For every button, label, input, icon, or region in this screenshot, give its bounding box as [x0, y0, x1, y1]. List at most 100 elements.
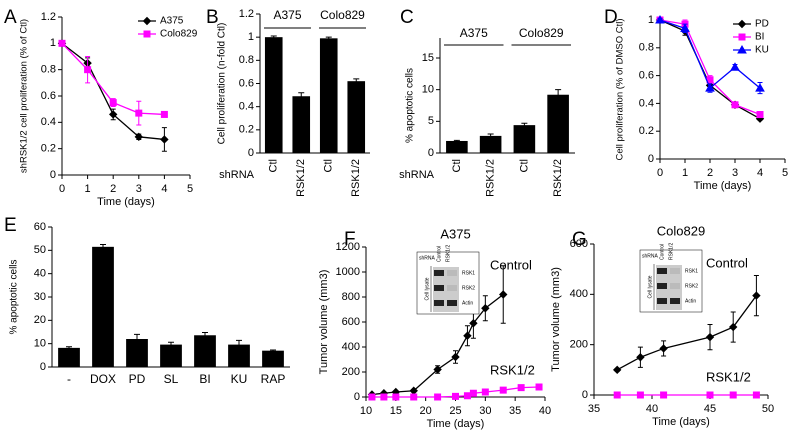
bar — [446, 140, 468, 153]
panel-letter: B — [206, 7, 219, 28]
x-tick-label: 3 — [136, 183, 142, 195]
y-tick-label: 1000 — [336, 266, 360, 278]
inset-row: Actin — [462, 300, 473, 306]
error-bar — [236, 339, 242, 349]
y-axis-label: shRSK1/2 cell proliferation (% of Ctl) — [19, 19, 30, 173]
y-tick-label: 0.2 — [639, 125, 654, 137]
y-tick-label: 600 — [570, 238, 588, 250]
marker — [368, 393, 376, 401]
inset-header: shRNA — [642, 253, 659, 259]
marker — [380, 393, 388, 401]
bar — [92, 246, 114, 367]
x-tick-label: Ctl — [268, 159, 280, 172]
marker — [469, 319, 478, 328]
inset-row: Actin — [685, 298, 696, 304]
y-tick-label: 1.2 — [41, 11, 56, 23]
series-label: RSK1/2 — [490, 362, 535, 377]
inset-lane: RSK1/2 — [668, 243, 674, 260]
x-tick-label: RSK1/2 — [485, 159, 497, 197]
x-tick-label: 25 — [449, 405, 461, 417]
y-tick-label: 0.8 — [41, 64, 56, 76]
y-tick-label: 600 — [342, 316, 360, 328]
marker — [659, 344, 668, 353]
x-tick-label: SL — [164, 372, 179, 386]
y-tick-label: 0 — [50, 169, 56, 181]
panel: E % apoptotic cells 0 10 20 30 40 50 60 - DOX PD SL B… — [4, 215, 290, 386]
marker — [481, 304, 490, 313]
marker — [680, 23, 690, 32]
x-tick-label: - — [67, 372, 71, 386]
bar — [292, 96, 311, 153]
bar — [547, 94, 569, 153]
chart-title: Colo829 — [657, 223, 705, 238]
error-bar — [66, 346, 72, 350]
marker — [433, 365, 442, 374]
bar — [160, 344, 182, 367]
bar — [126, 339, 148, 367]
inset-side: Cell lysate — [424, 277, 430, 300]
x-tick-label: RSK1/2 — [295, 159, 307, 197]
y-tick-label: 0 — [582, 389, 588, 401]
x-axis-label: Time (days) — [97, 196, 155, 208]
blot-band — [657, 268, 667, 274]
y-tick-label: 10 — [34, 338, 46, 350]
x-tick-label: 4 — [161, 183, 167, 195]
legend-label: KU — [755, 45, 769, 56]
y-tick-label: 0.2 — [239, 124, 254, 136]
y-tick-label: 0.6 — [41, 90, 56, 102]
group-label: A375 — [460, 26, 488, 40]
error-bar — [100, 244, 106, 250]
marker — [499, 290, 508, 299]
panel: C % apoptotic cells 0 5 10 15 Ctl RSK1/2 Ctl RSK1… — [399, 7, 575, 197]
x-tick-label: 3 — [732, 167, 738, 179]
inset-row: RSK2 — [462, 285, 475, 291]
y-tick-label: 0 — [354, 391, 360, 403]
panel: F Tumor volume (mm3) 0 200 400 600 800 1000 1200… — [318, 226, 551, 429]
x-tick-label: 35 — [588, 403, 600, 415]
error-bar — [270, 35, 277, 39]
blot-band — [434, 285, 444, 291]
y-tick-label: 200 — [342, 366, 360, 378]
x-axis-label: Time (days) — [652, 416, 710, 428]
x-tick-label: 1 — [682, 167, 688, 179]
marker — [499, 386, 507, 394]
marker — [135, 109, 143, 117]
error-bar — [168, 341, 174, 347]
marker — [160, 135, 169, 144]
blot-band — [447, 285, 457, 291]
marker — [463, 392, 471, 400]
marker — [636, 391, 644, 399]
x-tick-label: 15 — [390, 405, 402, 417]
marker — [655, 14, 665, 24]
y-tick-label: 0.8 — [639, 42, 654, 54]
panel-letter: F — [344, 229, 356, 250]
legend-label: A375 — [160, 16, 184, 27]
y-tick-label: 5 — [428, 115, 434, 127]
x-tick-label: BI — [199, 372, 210, 386]
y-tick-label: 0 — [248, 147, 254, 159]
blot-band — [657, 298, 667, 304]
inset-lane: Control — [659, 244, 665, 260]
blot-band — [447, 300, 457, 306]
series-line — [61, 42, 165, 141]
marker — [410, 393, 418, 401]
bar — [194, 335, 216, 367]
panel-letter: E — [4, 215, 17, 236]
series-label: RSK1/2 — [706, 369, 751, 384]
x-tick-label: 1 — [85, 183, 91, 195]
y-tick-label: 400 — [570, 288, 588, 300]
error-bar — [134, 333, 140, 344]
marker — [84, 66, 92, 74]
marker — [535, 383, 543, 391]
y-tick-label: 15 — [422, 52, 434, 64]
series-line — [371, 293, 504, 396]
marker — [660, 391, 668, 399]
y-tick-label: 60 — [34, 221, 46, 233]
series-label: Control — [706, 255, 748, 270]
y-tick-label: 0.2 — [41, 143, 56, 155]
x-tick-label: Ctl — [323, 159, 335, 172]
blot-band — [670, 283, 680, 289]
y-tick-label: 0.6 — [639, 70, 654, 82]
inset-row: RSK1 — [685, 268, 698, 274]
